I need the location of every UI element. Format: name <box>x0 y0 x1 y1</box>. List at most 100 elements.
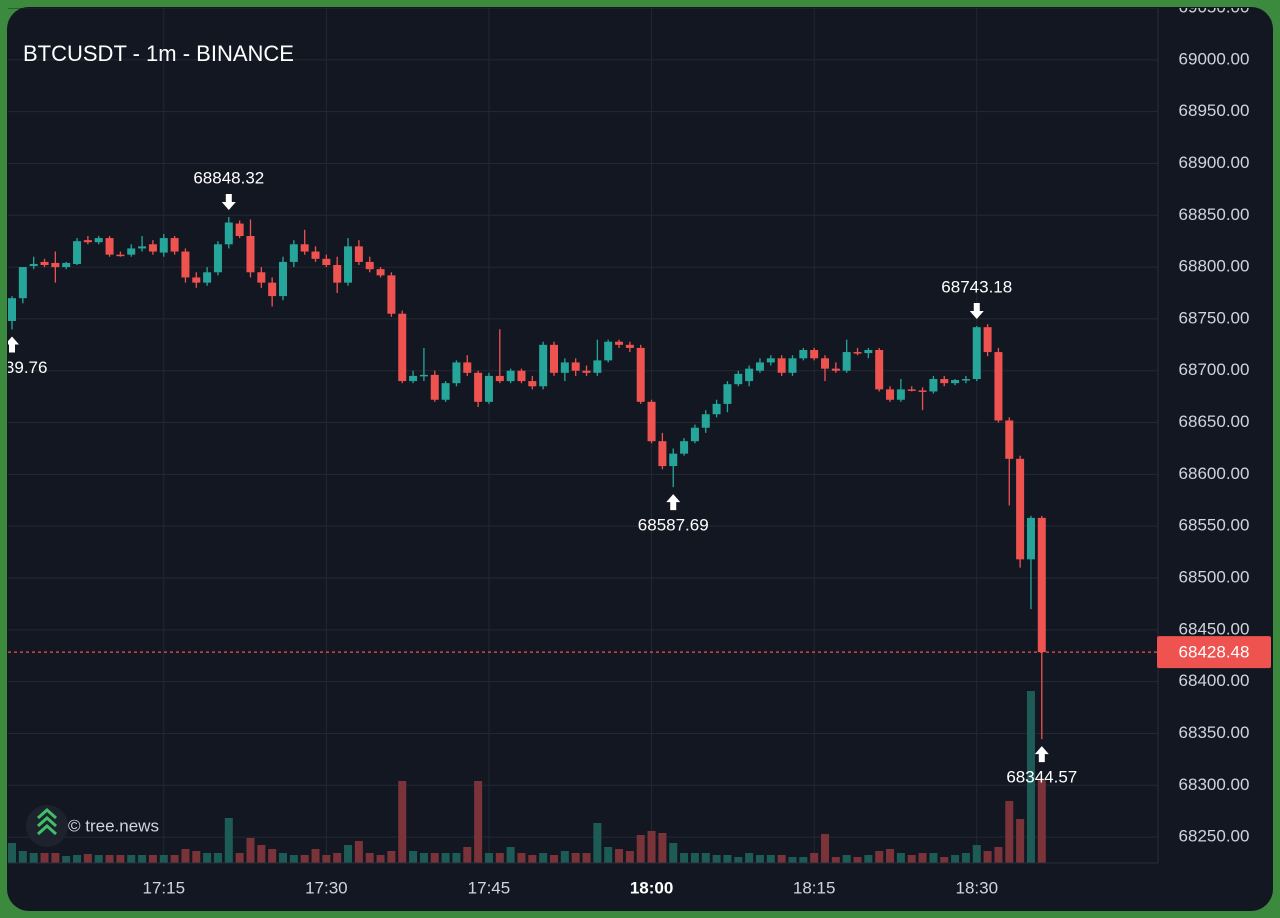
volume-bar <box>604 847 613 863</box>
volume-bar <box>29 853 38 863</box>
volume-bar <box>495 853 504 863</box>
volume-bar <box>474 781 483 863</box>
x-tick-label: 18:15 <box>793 878 836 897</box>
last-price-label: 68428.48 <box>1179 643 1250 662</box>
y-tick-label: 68250.00 <box>1179 827 1250 846</box>
candle-body <box>755 362 764 371</box>
candle-body <box>918 390 927 392</box>
candle-body <box>929 379 938 392</box>
candle-body <box>224 222 233 245</box>
x-tick-label: 18:30 <box>955 878 998 897</box>
low-label: 68344.57 <box>1006 768 1077 787</box>
volume-bar <box>734 857 743 863</box>
volume-bar <box>810 853 819 863</box>
volume-bar <box>409 851 418 863</box>
volume-bar <box>159 855 168 863</box>
volume-bar <box>148 855 157 863</box>
candle-body <box>875 350 884 390</box>
candle-body <box>213 244 222 273</box>
candle-body <box>148 244 157 252</box>
volume-bar <box>940 857 949 863</box>
candle-body <box>723 384 732 404</box>
volume-bar <box>886 849 895 863</box>
volume-bar <box>376 855 385 863</box>
candle-body <box>387 275 396 314</box>
candle-body <box>203 272 212 283</box>
candle-body <box>311 251 320 259</box>
volume-bar <box>51 853 60 863</box>
volume-bar <box>181 849 190 863</box>
candle-body <box>495 375 504 382</box>
volume-bar <box>723 855 732 863</box>
candle-body <box>419 374 428 377</box>
volume-bar <box>235 853 244 863</box>
volume-bar <box>452 853 461 863</box>
candle-body <box>246 236 255 273</box>
volume-bar <box>539 853 548 863</box>
candle-body <box>647 401 656 442</box>
volume-bar <box>701 853 710 863</box>
volume-bar <box>972 845 981 863</box>
candle-body <box>690 427 699 442</box>
marker-arrow <box>1034 746 1049 763</box>
volume-bar <box>300 855 309 863</box>
volume-bar <box>636 835 645 863</box>
candle-body <box>8 298 16 321</box>
y-tick-label: 68800.00 <box>1179 257 1250 276</box>
candle-body <box>159 238 168 253</box>
y-tick-label: 68600.00 <box>1179 464 1250 483</box>
candle-body <box>268 282 277 297</box>
candle-body <box>354 246 363 262</box>
candle-body <box>116 254 125 257</box>
candle-body <box>192 277 201 283</box>
volume-bar <box>170 855 179 863</box>
y-tick-label: 68950.00 <box>1179 101 1250 120</box>
volume-bar <box>647 831 656 863</box>
volume-bar <box>192 851 201 863</box>
high-label: 68848.32 <box>193 168 264 187</box>
volume-bar <box>528 855 537 863</box>
y-tick-label: 68900.00 <box>1179 153 1250 172</box>
volume-bar <box>788 857 797 863</box>
volume-bar <box>127 855 136 863</box>
volume-bar <box>365 853 374 863</box>
volume-bar <box>18 851 27 863</box>
volume-bar <box>62 856 71 863</box>
volume-bar <box>593 823 602 863</box>
volume-bar <box>398 781 407 863</box>
candle-body <box>972 327 981 380</box>
marker-arrow <box>8 336 19 353</box>
volume-bar <box>224 818 233 863</box>
volume-bar <box>1026 691 1035 863</box>
candle-body <box>289 244 298 262</box>
candle-body <box>181 251 190 278</box>
candle-body <box>777 358 786 373</box>
candle-body <box>799 350 808 359</box>
candle-body <box>669 453 678 467</box>
candle-body <box>29 263 38 267</box>
candle-body <box>441 383 450 400</box>
volume-bar <box>138 855 147 863</box>
volume-bar <box>268 849 277 863</box>
candle-body <box>788 358 797 373</box>
candle-body <box>344 246 353 283</box>
volume-bar <box>322 855 331 863</box>
marker-arrow <box>666 494 681 511</box>
high-label: 68743.18 <box>941 277 1012 296</box>
volume-bar <box>1016 819 1025 863</box>
candle-body <box>138 246 147 249</box>
y-tick-label: 69050.00 <box>1179 0 1250 16</box>
candle-body <box>1005 420 1014 459</box>
volume-bar <box>333 853 342 863</box>
candle-body <box>257 272 266 283</box>
x-tick-label: 17:30 <box>305 878 348 897</box>
x-tick-label: 17:45 <box>468 878 511 897</box>
candle-body <box>474 372 483 402</box>
chart-title: BTCUSDT - 1m - BINANCE <box>23 41 294 66</box>
volume-bar <box>105 855 114 863</box>
volume-bar <box>344 845 353 863</box>
volume-bar <box>387 851 396 863</box>
volume-bar <box>755 855 764 863</box>
marker-arrow <box>221 194 236 211</box>
